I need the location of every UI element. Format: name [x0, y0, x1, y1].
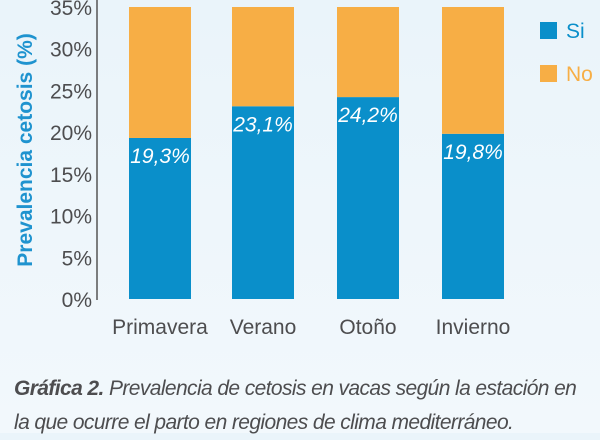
- y-tick-label: 15%: [50, 164, 92, 187]
- y-tick-label: 20%: [50, 122, 92, 145]
- stacked-bar-chart: 0% 5% 10% 15% 20% 25% 30% 35% 19,3% 23,1% 24,2% 19…: [14, 0, 593, 339]
- data-label: 19,3%: [130, 145, 190, 168]
- y-tick-label: 5%: [62, 247, 92, 270]
- x-tick-label: Otoño: [339, 316, 396, 339]
- legend-label: Si: [566, 20, 585, 43]
- bar-si: [232, 106, 294, 299]
- bar-no: [337, 7, 399, 98]
- x-tick-label: Primavera: [112, 316, 208, 339]
- legend-swatch-no: [540, 65, 557, 82]
- legend-swatch-si: [540, 22, 557, 39]
- bar-no: [232, 7, 294, 107]
- bar-no: [442, 7, 504, 134]
- y-axis-label: Prevalencia cetosis (%): [14, 33, 37, 266]
- data-label: 24,2%: [337, 104, 398, 127]
- bar-si: [442, 133, 504, 299]
- y-tick-label: 30%: [50, 39, 92, 62]
- y-tick-label: 10%: [50, 206, 92, 229]
- legend-label: No: [566, 63, 593, 86]
- x-tick-label: Invierno: [436, 316, 511, 339]
- x-tick-label: Verano: [230, 316, 297, 339]
- y-tick-label: 35%: [50, 0, 92, 20]
- y-tick-label: 0%: [62, 289, 92, 312]
- bar-si: [337, 97, 399, 299]
- bar-si: [129, 137, 191, 299]
- figure-caption: Gráfica 2. Prevalencia de cetosis en vac…: [14, 372, 594, 440]
- bar-no: [129, 7, 191, 138]
- caption-text: Prevalencia de cetosis en vacas según la…: [14, 377, 577, 434]
- data-label: 23,1%: [232, 113, 293, 136]
- y-tick-label: 25%: [50, 80, 92, 103]
- caption-label: Gráfica 2.: [14, 377, 104, 400]
- data-label: 19,8%: [443, 141, 503, 164]
